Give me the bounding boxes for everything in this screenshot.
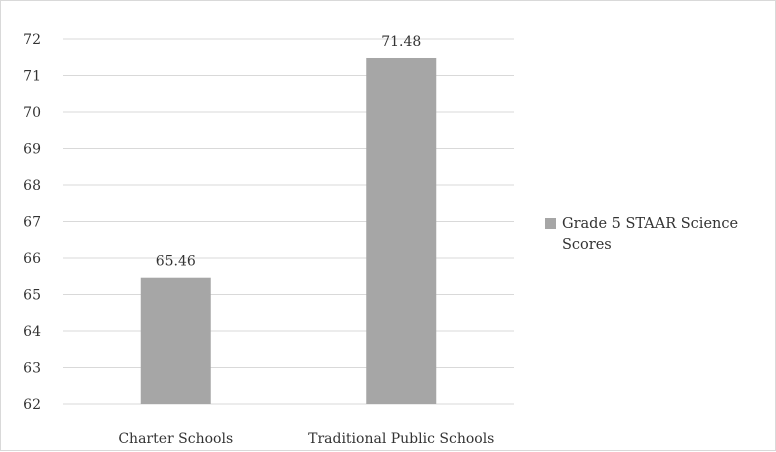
x-tick-label: Traditional Public Schools	[308, 431, 494, 447]
y-tick-label: 70	[23, 105, 41, 121]
x-axis-ticks: Charter Schools Traditional Public School…	[118, 431, 494, 447]
data-label: 65.46	[156, 254, 196, 270]
data-labels: 65.46 71.48	[156, 34, 422, 270]
y-tick-label: 68	[23, 178, 41, 194]
y-tick-label: 63	[23, 361, 41, 377]
y-tick-label: 69	[23, 142, 41, 158]
y-tick-label: 67	[23, 215, 41, 231]
bar	[366, 57, 437, 404]
legend: Grade 5 STAAR Science Scores	[545, 214, 770, 256]
legend-label: Grade 5 STAAR Science Scores	[562, 216, 739, 253]
y-tick-label: 72	[23, 32, 41, 48]
y-tick-label: 65	[23, 288, 41, 304]
data-label: 71.48	[381, 34, 421, 50]
bar	[140, 277, 211, 404]
y-tick-label: 62	[23, 397, 41, 413]
legend-swatch	[545, 218, 556, 229]
y-tick-label: 64	[23, 324, 41, 340]
gridlines	[63, 38, 514, 405]
y-tick-label: 66	[23, 251, 41, 267]
x-tick-label: Charter Schools	[118, 431, 233, 447]
y-tick-label: 71	[23, 69, 41, 85]
y-axis-ticks: 62 63 64 65 66 67 68 69 70 71 72	[23, 32, 41, 413]
bars	[140, 57, 437, 404]
